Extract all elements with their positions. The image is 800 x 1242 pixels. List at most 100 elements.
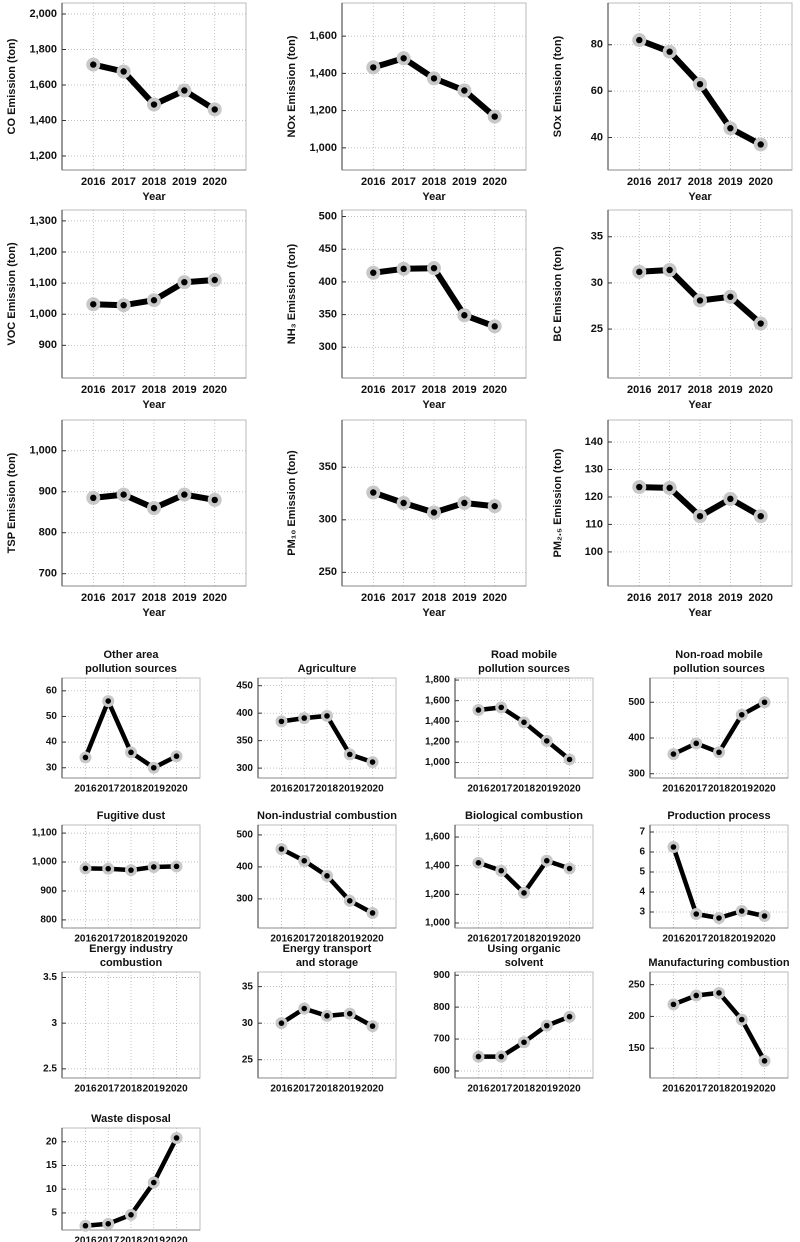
x-tick-label: 2020 bbox=[748, 384, 772, 396]
x-tick-label: 2017 bbox=[391, 176, 415, 188]
x-tick-label: 2020 bbox=[558, 784, 581, 795]
data-marker-dot bbox=[716, 749, 722, 756]
chart-title: pollution sources bbox=[478, 663, 570, 675]
chart-title: Biological combustion bbox=[465, 810, 583, 822]
y-tick-label: 1,200 bbox=[425, 737, 450, 748]
x-tick-label: 2018 bbox=[513, 1084, 536, 1095]
x-tick-label: 2019 bbox=[172, 592, 196, 604]
data-marker-dot bbox=[90, 301, 97, 308]
data-marker-dot bbox=[543, 738, 550, 744]
y-axis-label: SOx Emission (ton) bbox=[552, 35, 564, 137]
y-tick-label: 30 bbox=[242, 1018, 254, 1029]
chart-title: Other area bbox=[103, 649, 159, 661]
x-axis-label: Year bbox=[688, 191, 712, 203]
y-tick-label: 400 bbox=[628, 733, 645, 744]
data-marker-dot bbox=[324, 713, 330, 719]
chart-title: Energy industry bbox=[89, 943, 174, 955]
chart-title: Non-road mobile bbox=[675, 649, 762, 661]
data-marker-dot bbox=[738, 908, 745, 914]
y-tick-label: 900 bbox=[433, 970, 450, 981]
data-marker-dot bbox=[173, 753, 180, 760]
x-tick-label: 2017 bbox=[685, 784, 708, 795]
data-marker-dot bbox=[278, 846, 285, 852]
x-tick-label: 2017 bbox=[490, 784, 513, 795]
x-tick-label: 2019 bbox=[143, 1236, 166, 1242]
y-tick-label: 3 bbox=[51, 1018, 57, 1029]
x-tick-label: 2016 bbox=[361, 384, 385, 396]
data-marker-dot bbox=[150, 297, 158, 304]
data-marker-dot bbox=[670, 751, 677, 757]
data-marker-dot bbox=[693, 740, 700, 747]
x-tick-label: 2017 bbox=[657, 592, 681, 604]
x-tick-label: 2018 bbox=[422, 592, 446, 604]
data-marker-dot bbox=[666, 484, 673, 492]
y-tick-label: 150 bbox=[628, 1043, 645, 1054]
y-tick-label: 900 bbox=[39, 339, 57, 351]
x-tick-label: 2018 bbox=[316, 784, 339, 795]
y-tick-label: 40 bbox=[591, 131, 603, 143]
x-tick-label: 2018 bbox=[316, 1084, 339, 1095]
data-marker-dot bbox=[301, 1005, 308, 1012]
y-tick-label: 400 bbox=[236, 708, 253, 719]
x-tick-label: 2018 bbox=[120, 784, 143, 795]
x-tick-label: 2018 bbox=[142, 384, 166, 396]
y-tick-label: 2,000 bbox=[29, 8, 57, 20]
x-tick-label: 2019 bbox=[172, 176, 196, 188]
x-tick-label: 2019 bbox=[536, 784, 559, 795]
x-axis-label: Year bbox=[688, 399, 712, 411]
y-tick-label: 5 bbox=[639, 867, 645, 878]
y-tick-label: 800 bbox=[433, 1002, 450, 1013]
data-marker-dot bbox=[670, 844, 677, 850]
x-tick-label: 2019 bbox=[339, 1084, 362, 1095]
y-axis-label: TSP Emission (ton) bbox=[6, 452, 18, 553]
x-tick-label: 2016 bbox=[467, 1084, 490, 1095]
y-axis-label: VOC Emission (ton) bbox=[6, 242, 18, 346]
y-tick-label: 1,800 bbox=[425, 675, 450, 686]
y-axis-label: NH₃ Emission (ton) bbox=[286, 243, 298, 344]
data-marker-dot bbox=[211, 106, 218, 113]
chart-title: solvent bbox=[505, 957, 544, 969]
x-tick-label: 2017 bbox=[490, 1084, 513, 1095]
y-tick-label: 1,400 bbox=[425, 716, 450, 727]
chart-title: Using organic bbox=[487, 943, 560, 955]
y-tick-label: 1,800 bbox=[29, 43, 57, 55]
x-axis-label: Year bbox=[142, 191, 166, 203]
x-axis-label: Year bbox=[142, 607, 166, 619]
x-tick-label: 2020 bbox=[558, 934, 581, 945]
y-tick-label: 1,000 bbox=[29, 445, 57, 457]
x-tick-label: 2016 bbox=[81, 592, 105, 604]
data-marker-dot bbox=[324, 873, 330, 879]
data-marker-dot bbox=[696, 297, 704, 304]
y-tick-label: 700 bbox=[39, 568, 57, 580]
x-tick-label: 2016 bbox=[662, 784, 685, 795]
data-marker-dot bbox=[475, 1053, 482, 1060]
x-tick-label: 2018 bbox=[688, 176, 712, 188]
x-tick-label: 2019 bbox=[339, 784, 362, 795]
y-axis-label: BC Emission (ton) bbox=[552, 246, 564, 342]
data-marker-dot bbox=[566, 756, 573, 763]
data-marker-dot bbox=[181, 278, 188, 286]
data-marker-dot bbox=[461, 499, 468, 507]
x-tick-label: 2017 bbox=[97, 784, 120, 795]
y-tick-label: 6 bbox=[639, 847, 645, 858]
x-tick-label: 2019 bbox=[536, 934, 559, 945]
data-marker-dot bbox=[430, 509, 438, 516]
x-tick-label: 2017 bbox=[657, 384, 681, 396]
y-tick-label: 20 bbox=[46, 1136, 58, 1147]
y-tick-label: 1,000 bbox=[309, 142, 337, 154]
y-axis-label: CO Emission (ton) bbox=[6, 38, 18, 134]
y-tick-label: 700 bbox=[433, 1034, 450, 1045]
data-marker-dot bbox=[491, 502, 498, 510]
x-tick-label: 2016 bbox=[270, 934, 293, 945]
x-tick-label: 2017 bbox=[685, 1084, 708, 1095]
x-tick-label: 2016 bbox=[662, 934, 685, 945]
y-axis-label: PM₂.₅ Emission (ton) bbox=[552, 448, 564, 557]
data-marker-dot bbox=[543, 1022, 550, 1029]
y-tick-label: 120 bbox=[585, 491, 603, 503]
y-tick-label: 1,600 bbox=[425, 832, 450, 843]
chart-title: Road mobile bbox=[491, 649, 557, 661]
y-tick-label: 1,000 bbox=[32, 857, 57, 868]
x-tick-label: 2017 bbox=[111, 592, 135, 604]
data-marker-dot bbox=[461, 87, 468, 94]
y-tick-label: 1,100 bbox=[32, 828, 57, 839]
